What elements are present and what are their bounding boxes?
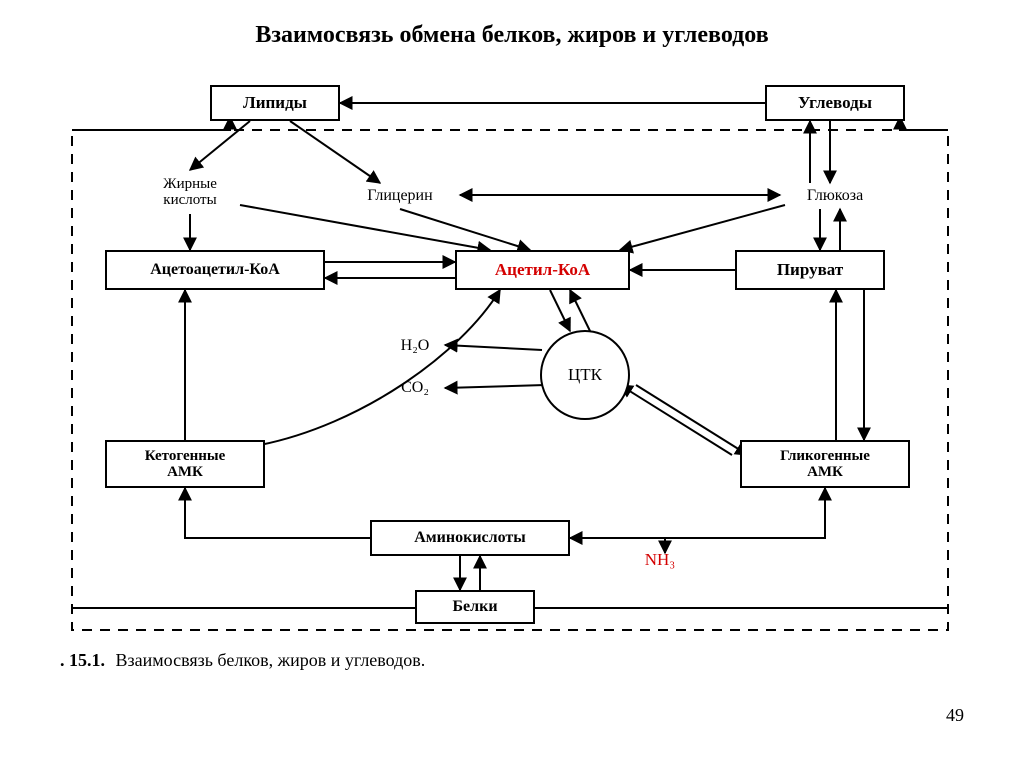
caption-text: Взаимосвязь белков, жиров и углеводов. [116,650,426,670]
node-fatty_acids: Жирныекислоты [135,170,245,214]
node-co2: CO₂ [385,375,445,401]
node-carbs: Углеводы [765,85,905,121]
caption-number: . 15.1. [60,650,105,670]
node-amino_acids: Аминокислоты [370,520,570,556]
node-lipids: Липиды [210,85,340,121]
node-acetyl: Ацетил-КоА [455,250,630,290]
node-glyco_aa: ГликогенныеАМК [740,440,910,488]
node-nh3: NH₃ [630,547,690,573]
node-proteins: Белки [415,590,535,624]
page-title: Взаимосвязь обмена белков, жиров и углев… [0,22,1024,49]
node-tca: ЦТК [540,330,630,420]
diagram-canvas: Липиды Углеводы Жирныекислоты Глицерин Глюко… [60,75,960,635]
node-glucose: Глюкоза [780,183,890,209]
page: Взаимосвязь обмена белков, жиров и углев… [0,0,1024,767]
figure-caption: . 15.1. Взаимосвязь белков, жиров и угле… [60,650,425,671]
node-acetoacetyl: Ацетоацетил-КоА [105,250,325,290]
node-glycerol: Глицерин [340,183,460,209]
node-pyruvate: Пируват [735,250,885,290]
node-h2o: H₂O [385,333,445,359]
node-keto_aa: КетогенныеАМК [105,440,265,488]
page-number: 49 [946,705,964,726]
